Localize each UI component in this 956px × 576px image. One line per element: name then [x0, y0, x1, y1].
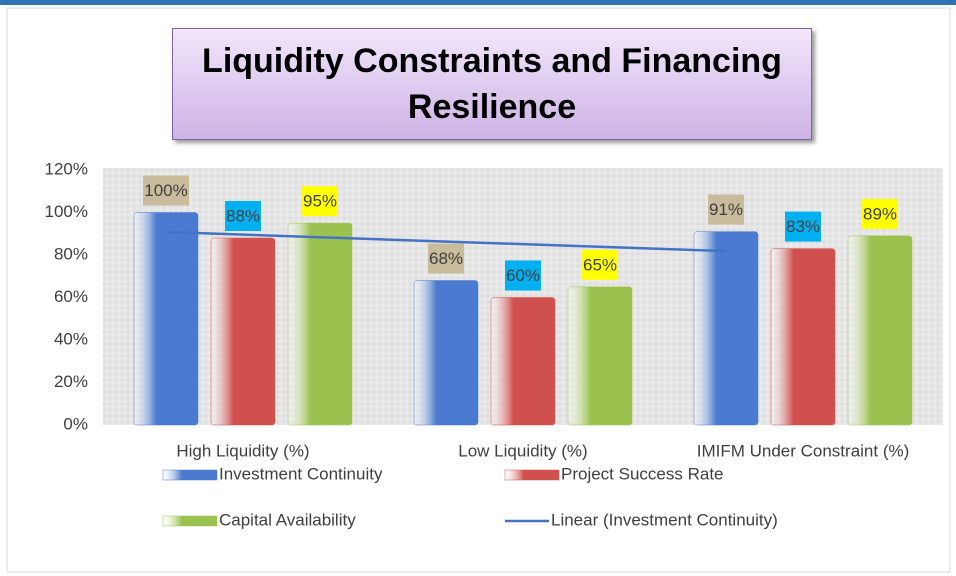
- y-tick-label: 60%: [54, 287, 88, 306]
- bar: [413, 280, 479, 426]
- x-tick-label: IMIFM Under Constraint (%): [697, 441, 910, 460]
- data-label-bg: [143, 175, 189, 206]
- data-label-bg: [428, 243, 464, 274]
- data-label-bg: [862, 198, 898, 229]
- y-tick-label: 40%: [54, 329, 88, 348]
- legend-swatch: [162, 469, 218, 481]
- data-label: 83%: [786, 217, 820, 236]
- data-label-bg: [582, 249, 618, 280]
- data-label-bg: [708, 194, 744, 225]
- data-label: 100%: [144, 181, 187, 200]
- bar: [847, 235, 913, 426]
- bar: [693, 231, 759, 426]
- chart-title: Liquidity Constraints and Financing Resi…: [172, 28, 812, 140]
- data-label-bg: [225, 201, 261, 231]
- chart-border: [6, 7, 951, 573]
- data-label: 68%: [429, 249, 463, 268]
- data-label: 88%: [226, 206, 260, 225]
- bar: [490, 297, 556, 426]
- data-label: 95%: [303, 192, 337, 211]
- data-label: 91%: [709, 200, 743, 219]
- x-tick-label: Low Liquidity (%): [458, 441, 587, 460]
- legend-label: Investment Continuity: [219, 464, 383, 483]
- bar: [287, 222, 353, 426]
- legend-label: Linear (Investment Continuity): [551, 510, 778, 529]
- trendline: [165, 230, 727, 253]
- bar: [770, 248, 836, 426]
- legend-swatch: [162, 515, 218, 527]
- data-label: 65%: [583, 255, 617, 274]
- y-tick-label: 120%: [45, 159, 88, 178]
- data-label-bg: [505, 260, 541, 291]
- bar: [133, 212, 199, 426]
- y-tick-label: 80%: [54, 244, 88, 263]
- legend-label: Project Success Rate: [561, 464, 724, 483]
- data-label: 60%: [506, 266, 540, 285]
- data-label-bg: [302, 186, 338, 217]
- y-tick-label: 0%: [63, 414, 88, 433]
- y-tick-label: 100%: [45, 202, 88, 221]
- bar: [210, 237, 276, 426]
- top-border: [0, 0, 956, 5]
- data-label: 89%: [863, 204, 897, 223]
- bar: [567, 286, 633, 426]
- y-tick-label: 20%: [54, 372, 88, 391]
- x-tick-label: High Liquidity (%): [176, 441, 309, 460]
- data-label-bg: [785, 211, 821, 242]
- legend-swatch: [504, 469, 560, 481]
- legend-label: Capital Availability: [219, 510, 356, 529]
